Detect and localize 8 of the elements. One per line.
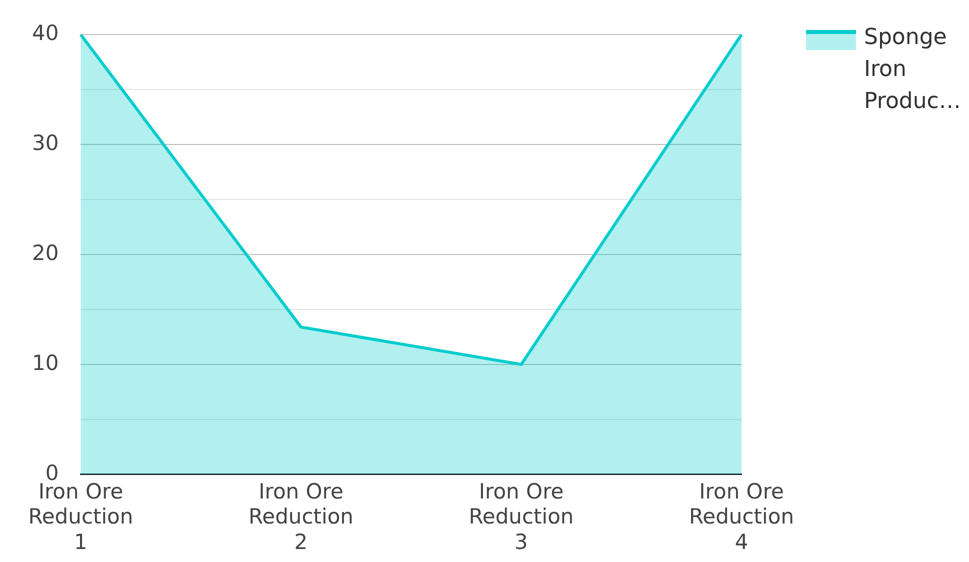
y-tick-label: 20 (32, 240, 59, 265)
y-tick-label: 10 (32, 350, 59, 375)
legend-label: Sponge Iron Produc… (864, 24, 962, 116)
y-tick-label: 30 (32, 131, 59, 156)
x-tick-label: Iron Ore Reduction 3 (468, 479, 574, 554)
x-tick-label: Iron Ore Reduction 4 (689, 479, 794, 554)
y-tick-label: 40 (32, 21, 59, 46)
x-tick-label: Iron Ore Reduction 2 (248, 479, 354, 554)
